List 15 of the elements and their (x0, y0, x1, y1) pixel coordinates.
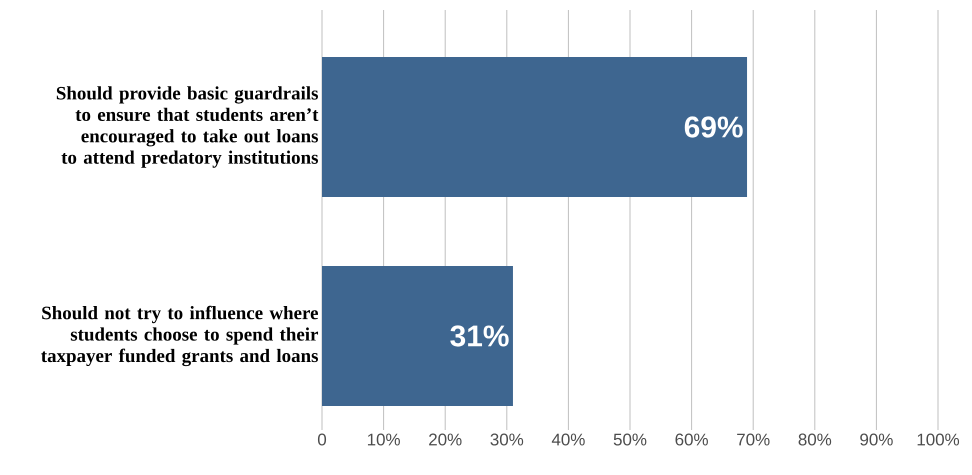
x-tick-label: 50% (614, 434, 646, 446)
y-tick-label: Should not try to influence where students choose to spend their taxpayer funded grants and loans (41, 306, 318, 366)
x-tick-label: 90% (860, 434, 893, 446)
x-tick-label: 20% (429, 434, 462, 446)
x-tick-label: 30% (490, 434, 524, 446)
x-tick-label: 70% (737, 434, 770, 446)
x-tick-label: 60% (676, 434, 708, 446)
data-label: 69% (684, 116, 743, 138)
x-tick-label: 100% (918, 434, 960, 446)
y-tick-label: Should provide basic guardrails to ensure that students aren’t encouraged to take out loans to attend predatory institutions (56, 86, 318, 168)
x-tick-label: 40% (552, 434, 585, 446)
data-label: 31% (450, 325, 509, 347)
x-tick-label: 10% (368, 434, 400, 446)
x-tick-label: 0 (318, 434, 326, 446)
x-tick-label: 80% (798, 434, 832, 446)
